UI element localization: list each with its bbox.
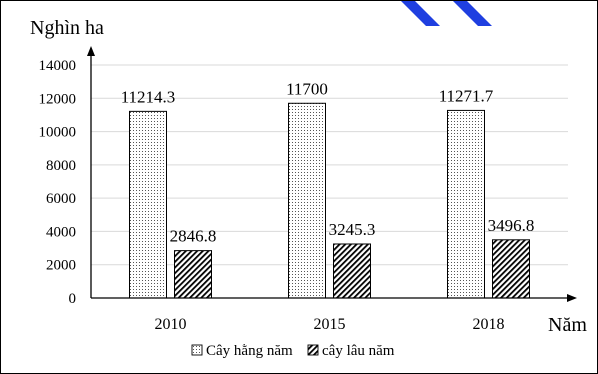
data-label: 11214.3 bbox=[121, 87, 176, 106]
y-axis-title: Nghìn ha bbox=[30, 17, 104, 39]
y-tick-label: 12000 bbox=[39, 91, 77, 107]
bar-2-2018 bbox=[492, 239, 530, 299]
bars bbox=[129, 102, 530, 299]
x-tick-label: 2015 bbox=[314, 316, 346, 333]
decorative-blue-strokes bbox=[400, 0, 492, 26]
x-axis-arrow-icon bbox=[567, 294, 577, 302]
data-label: 3496.8 bbox=[488, 216, 535, 235]
bar-2-2010 bbox=[174, 250, 212, 299]
x-tick-label: 2010 bbox=[155, 316, 187, 333]
y-tick-label: 4000 bbox=[46, 224, 76, 240]
legend-label-series-1: Cây hằng năm bbox=[206, 343, 293, 359]
x-tick-labels: 2010 2015 2018 bbox=[155, 316, 505, 333]
bar-2-2015 bbox=[333, 243, 371, 299]
y-tick-label: 0 bbox=[69, 291, 77, 307]
legend-label-series-2: cây lâu năm bbox=[322, 343, 395, 359]
bar-1-2018 bbox=[447, 109, 485, 299]
gridlines bbox=[91, 64, 568, 266]
legend-swatch-dots bbox=[191, 344, 203, 356]
x-axis-title: Năm bbox=[548, 314, 587, 336]
bar-1-2010 bbox=[129, 110, 167, 299]
y-tick-label: 6000 bbox=[46, 191, 76, 207]
legend: Cây hằng năm cây lâu năm bbox=[191, 343, 395, 359]
y-tick-labels: 0 2000 4000 6000 8000 10000 12000 14000 bbox=[39, 58, 77, 307]
x-tick-label: 2018 bbox=[473, 316, 505, 333]
y-tick-label: 14000 bbox=[39, 58, 77, 74]
legend-swatch-hatch bbox=[307, 344, 319, 356]
y-tick-label: 8000 bbox=[46, 158, 76, 174]
data-labels: 11214.3 2846.8 11700 3245.3 11271.7 3496.8 bbox=[121, 79, 535, 245]
bar-1-2015 bbox=[288, 102, 326, 299]
data-label: 2846.8 bbox=[170, 227, 217, 246]
data-label: 11271.7 bbox=[439, 86, 494, 105]
y-axis-arrow-icon bbox=[87, 46, 95, 56]
data-label: 11700 bbox=[286, 79, 328, 98]
y-tick-label: 10000 bbox=[39, 125, 77, 141]
y-tick-label: 2000 bbox=[46, 258, 76, 274]
data-label: 3245.3 bbox=[329, 220, 376, 239]
